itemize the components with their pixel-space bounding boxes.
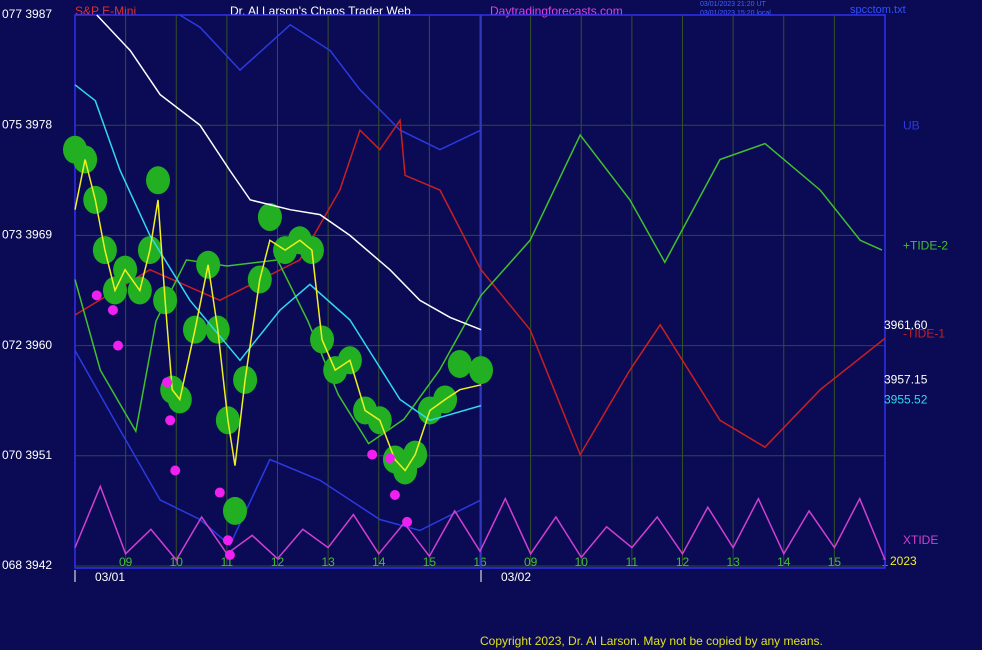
series-line [74, 84, 482, 422]
series-line [96, 14, 482, 331]
price-dot [402, 516, 413, 527]
x-tick-label: 15 [423, 555, 437, 569]
y-tick-label: 068 3942 [2, 558, 52, 572]
x-tick-label: 10 [575, 555, 589, 569]
plot-frame [74, 14, 886, 569]
price-blob [146, 166, 171, 195]
price-dot [367, 449, 378, 460]
series-line [74, 118, 886, 457]
price-dot [389, 489, 400, 500]
year-label: 2023 [890, 554, 917, 568]
legend-label: +TIDE-2 [903, 238, 948, 252]
x-tick-label: 12 [676, 555, 690, 569]
x-tick-label: 15 [828, 555, 842, 569]
price-dot [107, 305, 118, 316]
y-tick-label: 070 3951 [2, 448, 52, 462]
price-dot [222, 535, 233, 546]
x-tick-label: 16 [473, 555, 487, 569]
x-tick-label: 14 [372, 555, 386, 569]
price-label: 3957.15 [884, 373, 928, 387]
legend-label: XTIDE [903, 533, 938, 547]
date-label: 03/02 [501, 570, 531, 584]
legend-label: -TIDE-1 [903, 326, 945, 340]
x-tick-label: 14 [777, 555, 791, 569]
y-tick-label: 075 3978 [2, 117, 52, 131]
timestamp: 03/01/2023 15:20 local [700, 10, 771, 17]
price-blob [257, 203, 282, 232]
y-tick-label: 073 3969 [2, 228, 52, 242]
price-dot [91, 290, 102, 301]
series-line [74, 350, 482, 547]
x-tick-label: 12 [271, 555, 285, 569]
price-dot [224, 549, 235, 560]
price-dot [162, 377, 173, 388]
date-label: 03/01 [95, 570, 125, 584]
x-tick-label: 13 [321, 555, 335, 569]
x-tick-label: 09 [524, 555, 538, 569]
copyright: Copyright 2023, Dr. Al Larson. May not b… [480, 634, 823, 648]
x-tick-label: 10 [170, 555, 184, 569]
price-blob [222, 496, 247, 525]
x-tick-label: 13 [726, 555, 740, 569]
price-dot [214, 487, 225, 498]
x-tick-label: 09 [119, 555, 133, 569]
price-blob [447, 349, 472, 378]
price-blob [469, 356, 494, 385]
site-title: Dr. Al Larson's Chaos Trader Web [230, 4, 411, 18]
price-label: 3955.52 [884, 393, 928, 407]
site-url: Daytradingforecasts.com [490, 4, 623, 18]
legend-label: UB [903, 118, 920, 132]
symbol: S&P E-Mini [75, 4, 136, 18]
y-tick-label: 077 3987 [2, 7, 52, 21]
series-line [74, 484, 886, 562]
price-dot [170, 465, 181, 476]
series-line [179, 14, 482, 151]
price-dot [113, 340, 124, 351]
y-tick-label: 072 3960 [2, 338, 52, 352]
series-line [74, 159, 482, 472]
price-dot [165, 415, 176, 426]
x-tick-label: 11 [626, 555, 639, 569]
price-label: 3961.60 [884, 318, 928, 332]
timestamp: 03/01/2023 21:20 UT [700, 1, 766, 8]
price-dot [384, 453, 395, 464]
file-name: spcctom.txt [850, 4, 906, 16]
